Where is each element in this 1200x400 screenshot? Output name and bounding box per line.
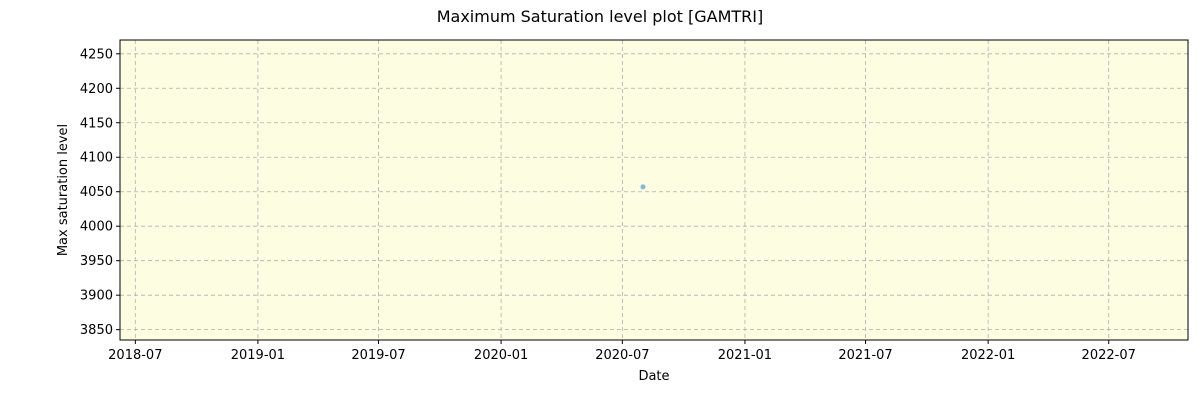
grid xyxy=(120,40,1188,340)
x-axis-title: Date xyxy=(638,369,669,384)
x-tick-label: 2020-07 xyxy=(595,348,649,363)
plot-area xyxy=(120,40,1188,340)
x-tick-label: 2019-07 xyxy=(351,348,405,363)
y-tick-label: 4250 xyxy=(80,47,113,62)
y-tick-label: 4200 xyxy=(80,82,113,97)
x-tick-label: 2022-07 xyxy=(1082,348,1136,363)
x-tick-label: 2021-01 xyxy=(718,348,772,363)
y-tick-label: 4100 xyxy=(80,151,113,166)
chart-title: Maximum Saturation level plot [GAMTRI] xyxy=(437,7,764,26)
y-tick-label: 3850 xyxy=(80,323,113,338)
y-tick-label: 4050 xyxy=(80,185,113,200)
y-tick-label: 4000 xyxy=(80,220,113,235)
y-tick-label: 3950 xyxy=(80,254,113,269)
x-tick-label: 2022-01 xyxy=(961,348,1015,363)
data-point xyxy=(640,184,646,190)
data-points xyxy=(640,184,646,190)
x-tick-label: 2019-01 xyxy=(231,348,285,363)
y-tick-label: 3900 xyxy=(80,289,113,304)
x-tick-label: 2020-01 xyxy=(474,348,528,363)
x-tick-label: 2021-07 xyxy=(838,348,892,363)
x-tick-label: 2018-07 xyxy=(108,348,162,363)
y-tick-label: 4150 xyxy=(80,116,113,131)
y-axis-title: Max saturation level xyxy=(56,124,71,256)
axes: 2018-07 2019-01 2019-07 2020-01 2020-07 2021-… xyxy=(80,47,1136,363)
plot-frame xyxy=(119,39,1189,341)
